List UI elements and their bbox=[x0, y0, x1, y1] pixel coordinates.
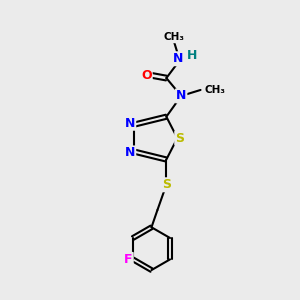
Text: H: H bbox=[187, 49, 197, 62]
Text: CH₃: CH₃ bbox=[205, 85, 226, 95]
Text: N: N bbox=[125, 117, 135, 130]
Text: S: S bbox=[175, 132, 184, 145]
Text: N: N bbox=[125, 146, 135, 160]
Text: CH₃: CH₃ bbox=[163, 32, 184, 42]
Text: F: F bbox=[124, 253, 133, 266]
Text: S: S bbox=[162, 178, 171, 191]
Text: N: N bbox=[173, 52, 183, 65]
Text: N: N bbox=[176, 89, 186, 102]
Text: O: O bbox=[141, 69, 152, 82]
